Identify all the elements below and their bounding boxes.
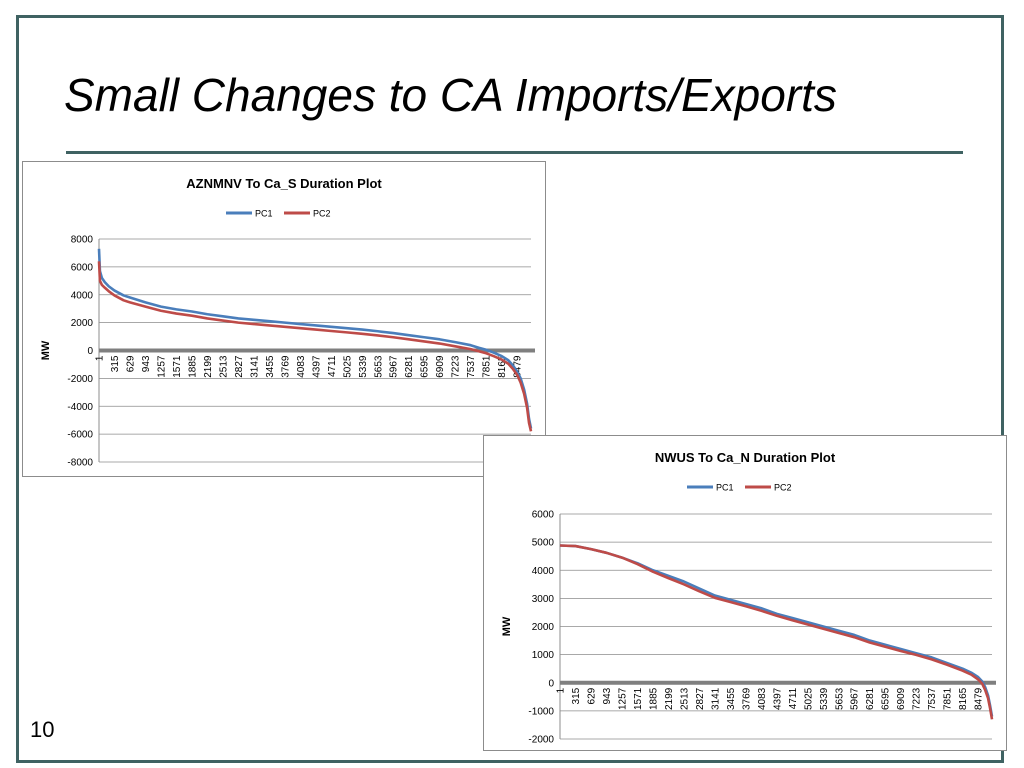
x-tick-label: 5339 (358, 355, 369, 378)
x-tick-label: 1257 (617, 687, 628, 710)
x-tick-label: 315 (110, 355, 121, 372)
x-tick-label: 6909 (435, 355, 446, 378)
x-tick-label: 2199 (203, 355, 214, 378)
chart-nwus-duration: NWUS To Ca_N Duration Plot PC1 PC2 6000 5000… (483, 435, 1007, 751)
x-tick-label: 7851 (482, 355, 493, 378)
x-tick-label: 2513 (218, 355, 229, 378)
x-tick-label: 3769 (280, 355, 291, 378)
x-tick-label: 5025 (342, 355, 353, 378)
x-tick-label: 315 (571, 687, 582, 704)
y-tick-label: 0 (87, 346, 93, 357)
x-tick-label: 1885 (187, 355, 198, 378)
x-tick-label: 7223 (451, 355, 462, 378)
chart-title: AZNMNV To Ca_S Duration Plot (186, 176, 382, 191)
x-tick-label: 8479 (513, 355, 524, 378)
x-tick-label: 6909 (896, 687, 907, 710)
x-tick-label: 3769 (741, 687, 752, 710)
series-line-pc1 (97, 248, 533, 429)
x-tick-label: 4397 (311, 355, 322, 378)
chart-aznmnv-duration: AZNMNV To Ca_S Duration Plot PC1 PC2 8000 60… (22, 161, 546, 477)
legend-label-pc1: PC1 (716, 483, 734, 493)
x-tick-label: 1 (556, 687, 567, 693)
x-tick-label: 1885 (648, 687, 659, 710)
y-tick-label: -2000 (528, 735, 554, 746)
x-tick-label: 4711 (788, 687, 799, 709)
x-tick-label: 6595 (881, 687, 892, 710)
y-tick-label: 2000 (71, 318, 94, 329)
series-line-pc2 (559, 544, 994, 720)
x-tick-label: 2199 (664, 687, 675, 710)
x-tick-label: 5653 (373, 355, 384, 378)
y-tick-label: 4000 (71, 290, 94, 301)
x-tick-label: 1571 (172, 355, 183, 378)
x-tick-label: 943 (602, 687, 613, 704)
x-tick-label: 2827 (234, 355, 245, 378)
x-tick-label: 629 (586, 687, 597, 704)
x-tick-label: 2827 (695, 687, 706, 710)
y-tick-label: 4000 (532, 566, 555, 577)
y-tick-label: -1000 (528, 706, 554, 717)
y-tick-label: 8000 (71, 235, 94, 246)
x-tick-label: 7223 (912, 687, 923, 710)
chart-aznmnv-svg: AZNMNV To Ca_S Duration Plot PC1 PC2 8000 60… (40, 176, 535, 469)
y-tick-label: 3000 (532, 594, 555, 605)
x-tick-label: 8479 (974, 687, 985, 710)
y-tick-label: 0 (548, 678, 554, 689)
x-tick-label: 1 (95, 355, 106, 361)
x-tick-label: 6281 (404, 355, 415, 378)
y-tick-label: -4000 (67, 402, 93, 413)
x-tick-label: 5967 (850, 687, 861, 710)
x-tick-label: 1257 (156, 355, 167, 378)
x-tick-label: 4397 (772, 687, 783, 710)
x-tick-label: 4083 (757, 687, 768, 710)
x-tick-label: 3455 (265, 355, 276, 378)
y-tick-label: 1000 (532, 650, 555, 661)
legend-label-pc1: PC1 (255, 209, 273, 219)
x-tick-label: 2513 (679, 687, 690, 710)
x-tick-label: 5025 (803, 687, 814, 710)
x-tick-label: 629 (125, 355, 136, 372)
x-tick-label: 4083 (296, 355, 307, 378)
chart-title: NWUS To Ca_N Duration Plot (655, 450, 836, 465)
y-axis-label: MW (40, 340, 52, 360)
legend-label-pc2: PC2 (774, 483, 792, 493)
y-tick-label: 5000 (532, 538, 555, 549)
x-tick-label: 6281 (865, 687, 876, 710)
title-divider (66, 151, 963, 154)
chart-nwus-svg: NWUS To Ca_N Duration Plot PC1 PC2 6000 5000… (501, 450, 996, 746)
x-tick-label: 3141 (249, 355, 260, 378)
x-tick-label: 7537 (466, 355, 477, 378)
y-tick-label: 6000 (532, 510, 555, 521)
x-tick-label: 1571 (633, 687, 644, 710)
x-tick-label: 943 (141, 355, 152, 372)
legend-label-pc2: PC2 (313, 209, 331, 219)
page-number: 10 (30, 717, 55, 742)
y-tick-label: -2000 (67, 374, 93, 385)
x-tick-label: 8165 (497, 355, 508, 378)
x-tick-label: 6595 (420, 355, 431, 378)
x-tick-label: 3455 (726, 687, 737, 710)
slide-title: Small Changes to CA Imports/Exports (64, 69, 837, 121)
x-tick-label: 8165 (958, 687, 969, 710)
x-tick-label: 7537 (927, 687, 938, 710)
series-line-pc2 (97, 261, 533, 432)
x-tick-label: 4711 (327, 355, 338, 377)
x-tick-label: 5653 (834, 687, 845, 710)
y-tick-label: 2000 (532, 622, 555, 633)
y-tick-label: -8000 (67, 458, 93, 469)
x-tick-label: 7851 (943, 687, 954, 710)
y-tick-label: -6000 (67, 430, 93, 441)
x-tick-label: 5967 (389, 355, 400, 378)
y-axis-label: MW (501, 616, 513, 636)
x-tick-label: 3141 (710, 687, 721, 710)
x-tick-label: 5339 (819, 687, 830, 710)
y-tick-label: 6000 (71, 262, 94, 273)
